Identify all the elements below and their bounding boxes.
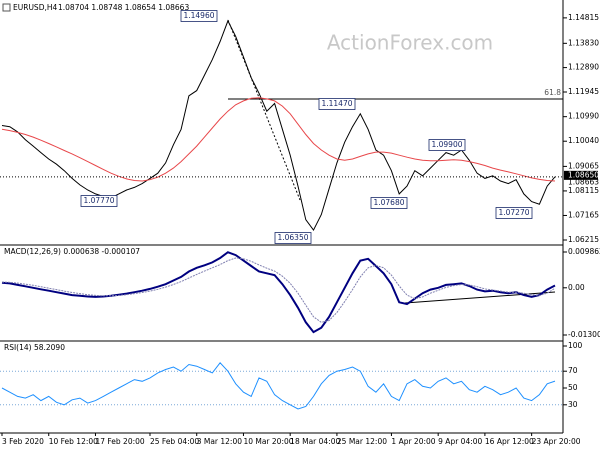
x-tick-label: 3 Feb 2020 — [2, 437, 44, 446]
annotation: 1.07680 — [373, 198, 404, 207]
annotation-box — [318, 98, 356, 110]
x-tick-label: 9 Apr 04:00 — [438, 437, 482, 446]
annotation: 1.07270 — [498, 208, 529, 217]
price-tag: 1.08663 — [568, 177, 599, 186]
icon — [2, 3, 11, 12]
annotation-box — [274, 232, 312, 244]
y-tick-label: 100 — [568, 341, 583, 350]
annotation-box — [180, 10, 218, 22]
x-tick-label: 10 Mar 20:00 — [243, 437, 293, 446]
y-tick-label: 0.00 — [568, 283, 585, 292]
series-line — [1, 19, 556, 232]
y-tick-label: -0.013002 — [568, 330, 600, 339]
annotation-box — [495, 207, 533, 219]
y-tick-label: 1.11945 — [568, 87, 599, 96]
y-tick-label: 1.14815 — [568, 13, 599, 22]
y-tick-label: 1.10040 — [568, 136, 599, 145]
chart-title: EURUSD,H4 — [13, 3, 57, 12]
panel-title: MACD(12,26,9) 0.000638 -0.000107 — [4, 247, 140, 256]
series-line — [1, 251, 556, 334]
price-tag: 1.08650 — [568, 170, 599, 179]
y-tick-label: 1.09065 — [568, 161, 599, 170]
annotation-box — [80, 195, 118, 207]
y-tick-label: 70 — [568, 366, 578, 375]
y-tick-label: 1.10990 — [568, 112, 599, 121]
macd-trend-line — [404, 291, 556, 304]
panel-title: RSI(14) 58.2090 — [4, 343, 65, 352]
y-tick-label: 0.009862 — [568, 247, 600, 256]
annotation: 1.11470 — [321, 99, 352, 108]
annotation-box — [370, 197, 408, 209]
annotation: 1.06350 — [277, 233, 308, 242]
x-tick-label: 3 Mar 12:00 — [197, 437, 243, 446]
x-tick-label: 23 Apr 20:00 — [532, 437, 581, 446]
annotation: 61.8 — [544, 88, 561, 97]
price-tag-box — [564, 177, 598, 187]
x-tick-label: 25 Feb 04:00 — [150, 437, 199, 446]
x-tick-label: 18 Mar 04:00 — [290, 437, 340, 446]
annotation-box — [428, 139, 466, 151]
annotation: 1.14960 — [183, 11, 214, 20]
x-tick-label: 17 Feb 20:00 — [95, 437, 144, 446]
series-line — [1, 97, 556, 182]
x-tick-label: 1 Apr 20:00 — [391, 437, 435, 446]
watermark: ActionForex.com — [327, 31, 493, 55]
x-tick-label: 16 Apr 12:00 — [485, 437, 534, 446]
y-tick-label: 1.06215 — [568, 235, 599, 244]
y-tick-label: 30 — [568, 400, 578, 409]
y-tick-label: 1.13830 — [568, 38, 599, 47]
x-tick-label: 25 Mar 12:00 — [337, 437, 387, 446]
series-line — [1, 362, 556, 410]
y-tick-label: 50 — [568, 383, 578, 392]
y-tick-label: 1.07165 — [568, 210, 599, 219]
trend-line — [227, 19, 301, 201]
y-tick-label: 1.12890 — [568, 63, 599, 72]
series-line — [1, 257, 556, 323]
chart-subtitle: 1.08704 1.08748 1.08654 1.08663 — [58, 3, 189, 12]
y-tick-label: 1.08115 — [568, 186, 599, 195]
price-tag-box — [564, 170, 598, 180]
annotation: 1.07770 — [83, 196, 114, 205]
annotation: 1.09900 — [431, 140, 462, 149]
x-tick-label: 10 Feb 12:00 — [49, 437, 98, 446]
